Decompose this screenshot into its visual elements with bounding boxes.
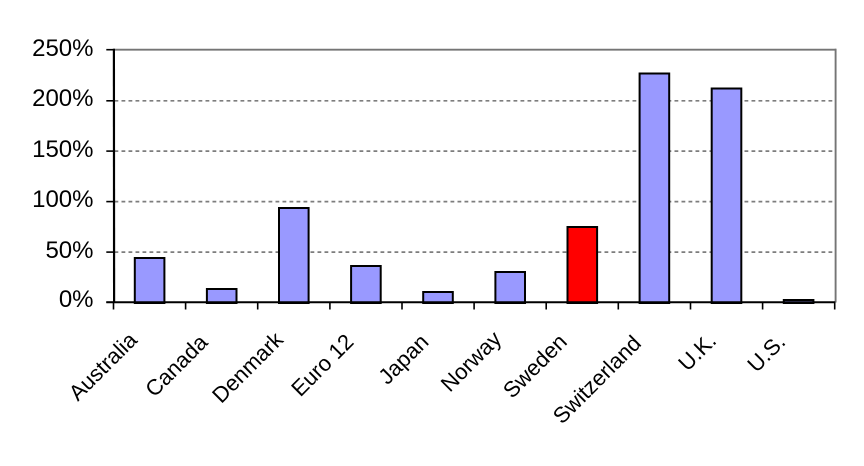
svg-text:100%: 100% [32,186,93,213]
svg-text:200%: 200% [32,85,93,112]
svg-text:250%: 250% [32,35,93,62]
svg-text:0%: 0% [59,286,94,313]
svg-text:150%: 150% [32,136,93,163]
svg-text:50%: 50% [45,237,93,264]
